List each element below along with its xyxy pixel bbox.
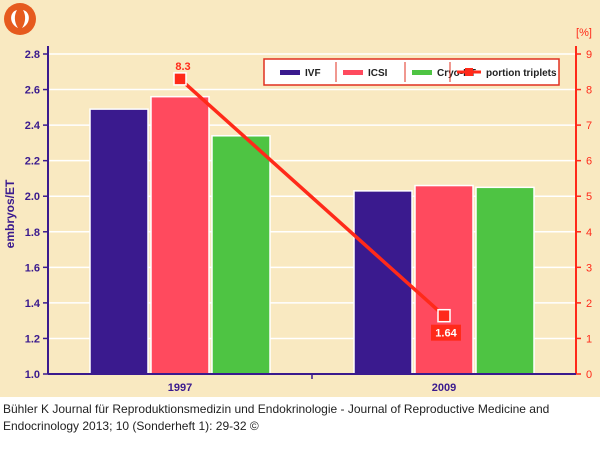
legend-swatch: [412, 70, 432, 75]
y2-tick-label: 6: [586, 156, 592, 168]
y-tick-label: 1.8: [25, 227, 40, 239]
y-tick-label: 2.6: [25, 85, 40, 97]
triplets-data-label-box: [431, 324, 461, 341]
bar-icsi-1997: [150, 95, 210, 375]
y2-tick-label: 1: [586, 333, 592, 345]
bar-ivf-2009: [353, 190, 413, 375]
chart-panel: 1.0 1.2 1.4 1.6 1.8 2.0 2.2 2.4 2.6 2.8 0 1 2 3 4 5 6 7 8 9…: [0, 0, 600, 397]
bar-cryo-et-2009: [475, 186, 535, 375]
bars: [89, 95, 535, 375]
y2-tick-label: 0: [586, 369, 592, 381]
x-tick-label: 1997: [168, 382, 192, 394]
y2-tick-label: 7: [586, 120, 592, 132]
journal-logo: [4, 3, 36, 35]
y2-tick-label: 5: [586, 191, 592, 203]
y-tick-label: 1.6: [25, 262, 40, 274]
triplets-data-label: 1.64: [435, 328, 457, 340]
triplets-line-path: [178, 77, 446, 317]
legend-swatch: [343, 70, 363, 75]
y2-tick-label: 8: [586, 85, 592, 97]
y-tick-label: 2.4: [25, 120, 41, 132]
y-tick-label: 1.0: [25, 369, 40, 381]
triplets-marker: [437, 308, 451, 323]
bar-icsi-2009: [414, 184, 474, 375]
citation-caption: Bühler K Journal für Reproduktionsmedizi…: [3, 402, 550, 433]
bar-ivf-1997: [89, 108, 149, 375]
y-tick-label: 2.8: [25, 49, 40, 61]
y-tick-label: 2.2: [25, 156, 40, 168]
legend-label: IVF: [305, 68, 321, 79]
legend-marker: [465, 68, 473, 76]
legend-label: ICSI: [368, 68, 388, 79]
legend-label: Cryo-ET: [437, 68, 476, 79]
y-tick-label: 1.4: [25, 298, 41, 310]
legend-label: portion triplets: [486, 68, 557, 79]
y2-tick-label: 3: [586, 262, 592, 274]
y-axis-title: embryos/ET: [3, 179, 17, 248]
y2-tick-label: 2: [586, 298, 592, 310]
y2-tick-label: 4: [586, 227, 592, 239]
y-tick-label: 1.2: [25, 333, 40, 345]
triplets-data-label: 8.3: [175, 61, 190, 73]
combo-chart: 1.0 1.2 1.4 1.6 1.8 2.0 2.2 2.4 2.6 2.8 0 1 2 3 4 5 6 7 8 9…: [3, 3, 592, 394]
y2-axis-title: [%]: [576, 27, 592, 39]
bar-cryo-et-1997: [211, 135, 271, 375]
legend: IVF ICSI Cryo-ET portion triplets: [263, 58, 560, 86]
y-tick-label: 2.0: [25, 191, 40, 203]
y2-tick-label: 9: [586, 49, 592, 61]
x-tick-label: 2009: [432, 382, 456, 394]
triplets-line: 8.3 1.64: [173, 61, 461, 341]
legend-swatch: [280, 70, 300, 75]
axes: 1.0 1.2 1.4 1.6 1.8 2.0 2.2 2.4 2.6 2.8 0 1 2 3 4 5 6 7 8 9…: [3, 27, 592, 394]
legend-box: [263, 58, 560, 86]
triplets-marker: [173, 72, 187, 86]
